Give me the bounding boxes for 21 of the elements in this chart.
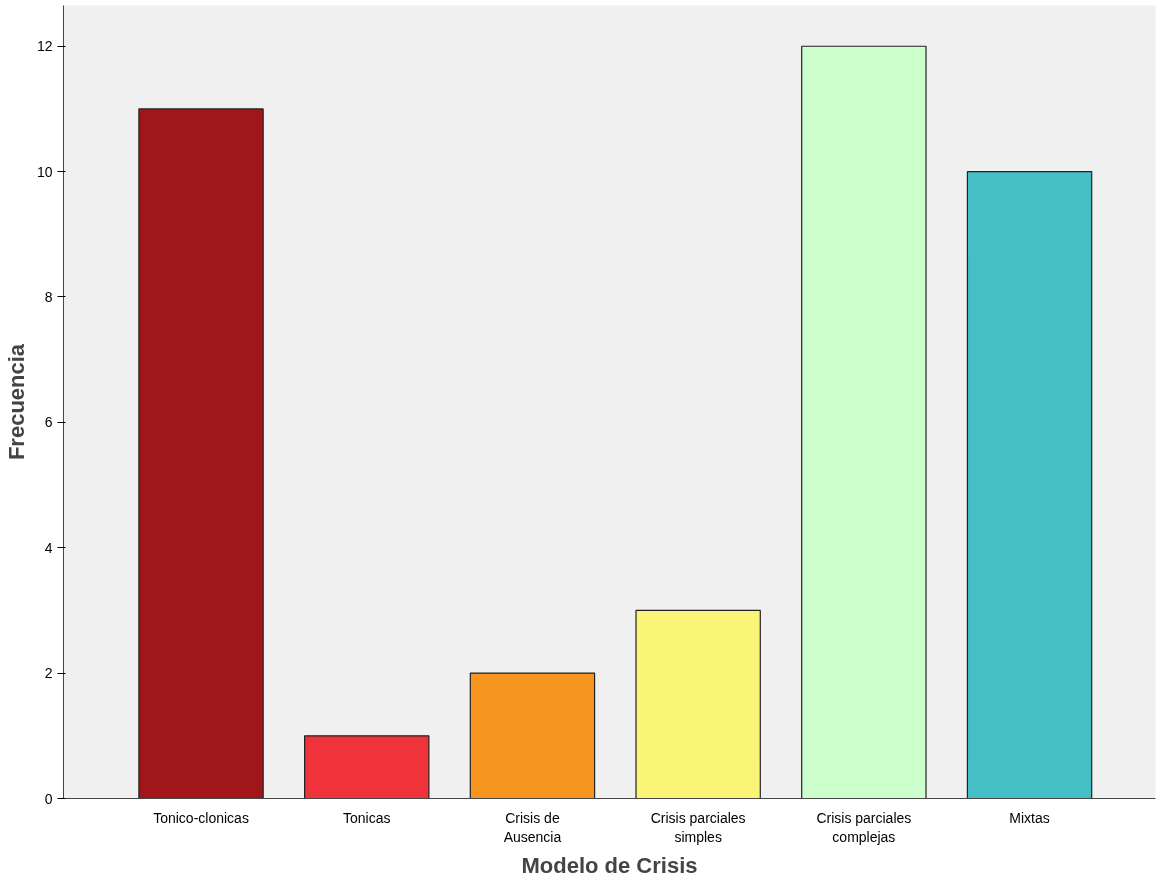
x-tick-label: Crisis parciales complejas (816, 809, 912, 845)
bar (801, 45, 927, 799)
bar (635, 609, 761, 799)
y-tick-label: 4 (44, 539, 53, 556)
x-tick-label: Crisis parciales simples (650, 809, 746, 845)
y-tick-label: 2 (44, 665, 53, 682)
y-tick-label: 0 (44, 790, 53, 807)
bar (304, 735, 430, 799)
bar (469, 672, 596, 799)
y-tick-label: 6 (44, 414, 53, 431)
y-axis-title: Frecuencia (3, 343, 29, 461)
bar (966, 171, 1093, 799)
y-tick-label: 8 (44, 289, 53, 305)
x-tick-label: Tonicas (343, 809, 391, 826)
x-tick-label: Tonico-clonicas (153, 809, 249, 826)
y-tick-label: 10 (36, 163, 53, 180)
y-tick-label: 12 (36, 38, 53, 55)
x-axis-title: Modelo de Crisis (521, 852, 698, 878)
x-tick-label: Crisis de Ausencia (503, 809, 562, 845)
x-tick-label: Mixtas (1009, 809, 1050, 826)
bar (138, 108, 264, 799)
